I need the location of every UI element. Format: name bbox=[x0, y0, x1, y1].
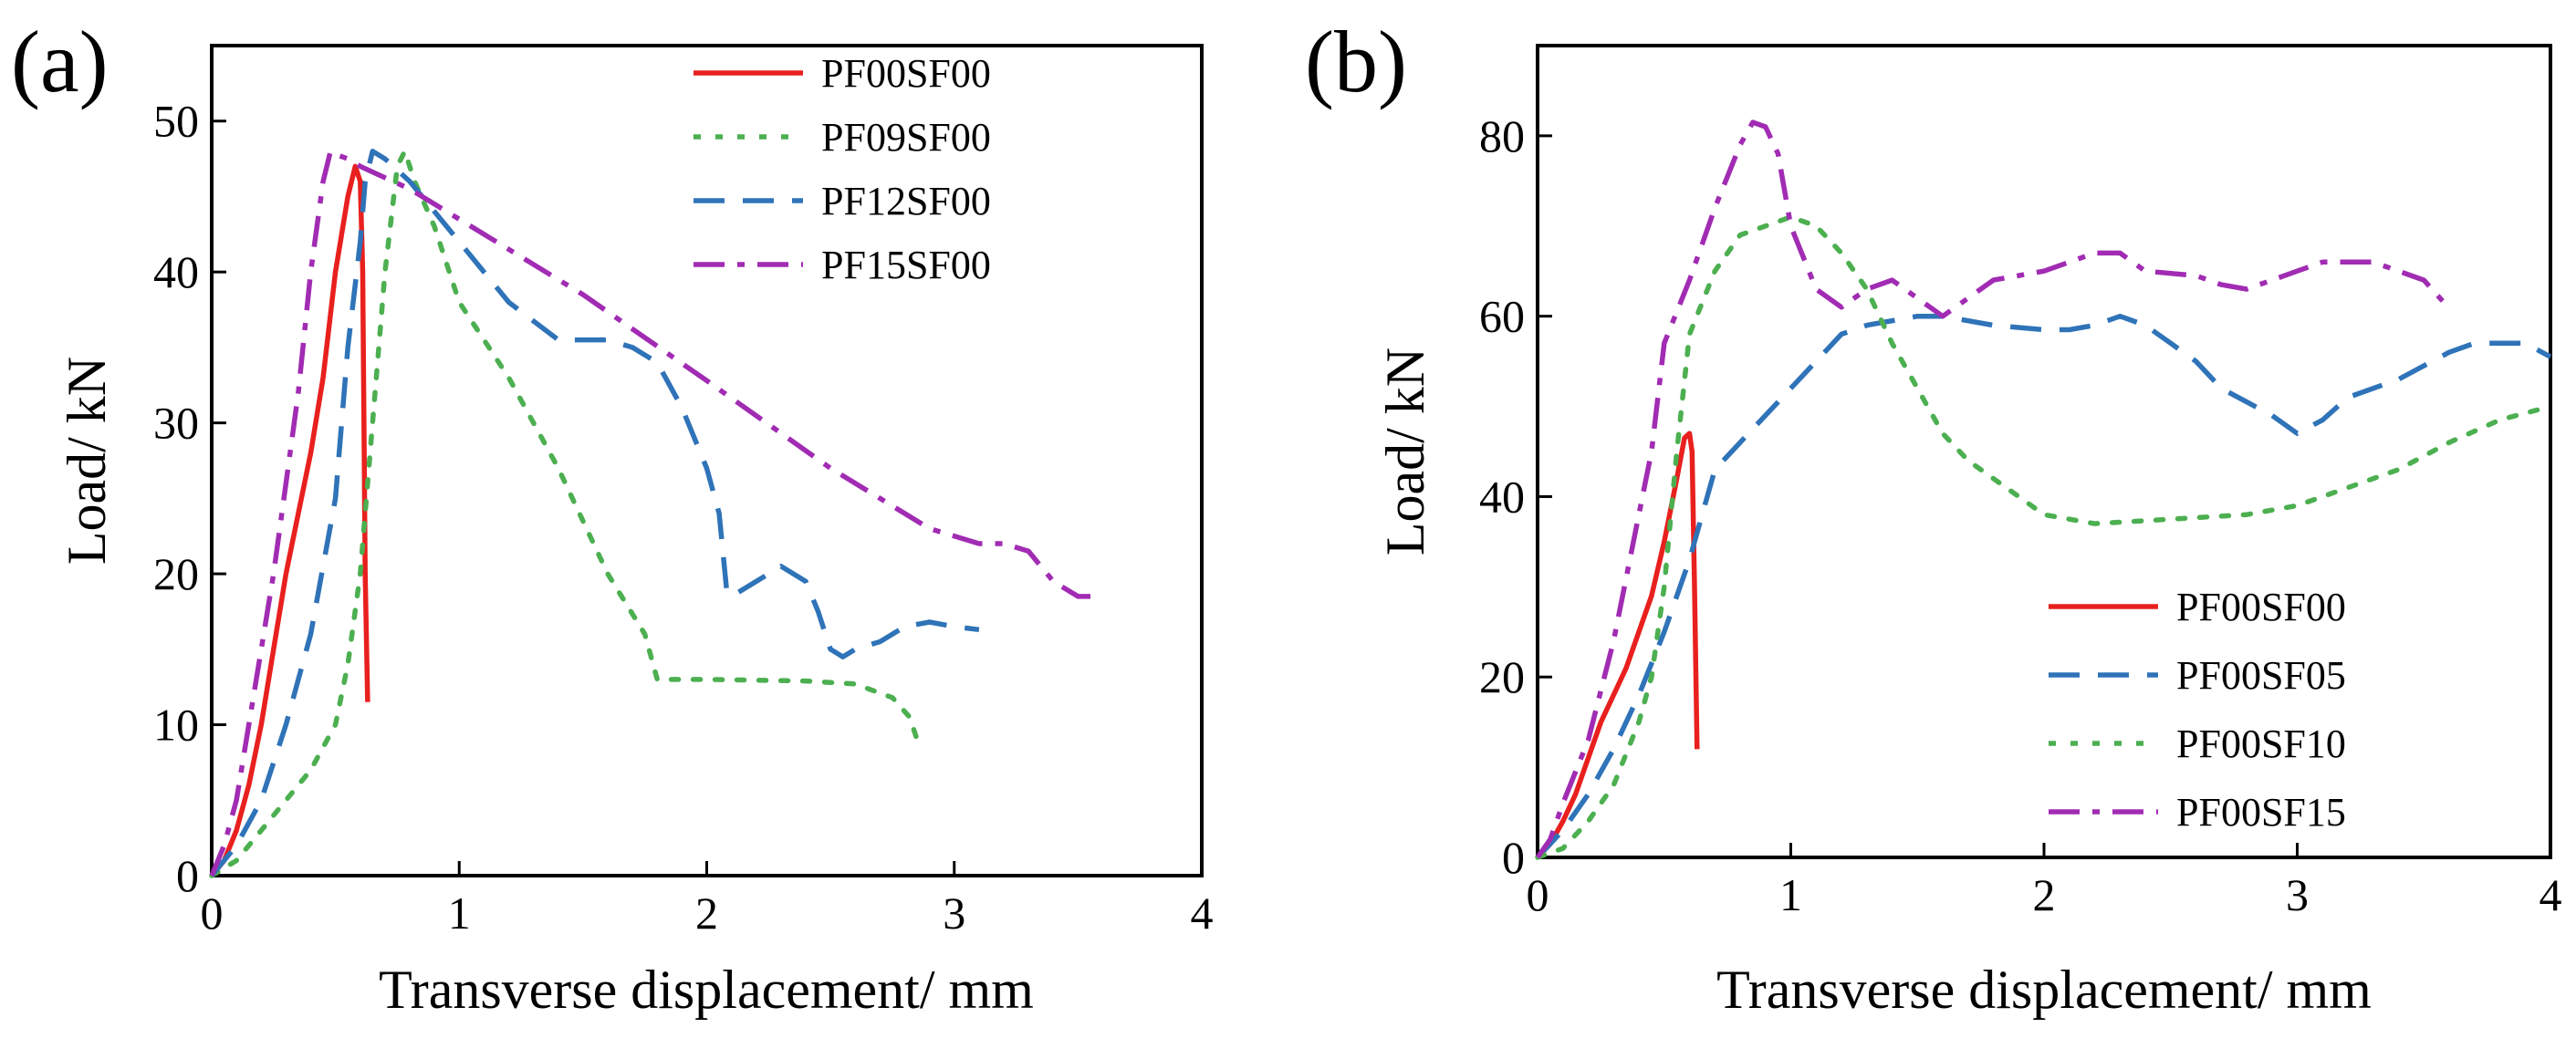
plot-frame bbox=[1536, 44, 2552, 859]
x-tick-label: 0 bbox=[201, 887, 224, 939]
y-tick-label: 80 bbox=[1479, 110, 1525, 161]
legend-label: PF00SF05 bbox=[2176, 653, 2346, 698]
series-line-pf12sf00 bbox=[209, 149, 980, 877]
series-line-pf00sf10 bbox=[1535, 214, 2553, 860]
x-tick-label: 4 bbox=[2539, 869, 2562, 920]
legend-label: PF09SF00 bbox=[821, 115, 991, 160]
legend-label: PF00SF00 bbox=[821, 51, 991, 96]
x-tick-label: 0 bbox=[1527, 869, 1549, 920]
y-tick-label: 30 bbox=[153, 398, 199, 449]
x-tick-label: 4 bbox=[1191, 887, 1214, 939]
panel-label: (a) bbox=[11, 13, 109, 110]
y-tick-label: 40 bbox=[153, 246, 199, 297]
series-line-pf00sf00 bbox=[209, 163, 370, 877]
legend: PF00SF00 PF00SF05 PF00SF10 PF00SF15 bbox=[2049, 585, 2346, 835]
y-tick-label: 60 bbox=[1479, 291, 1525, 342]
series-line-pf00sf00 bbox=[1535, 431, 1700, 859]
series-group bbox=[209, 149, 1103, 878]
x-tick-label: 3 bbox=[943, 887, 965, 939]
y-axis-label: Load/ kN bbox=[1375, 348, 1435, 555]
y-tick-label: 20 bbox=[1479, 651, 1525, 702]
series-line-pf09sf00 bbox=[209, 149, 920, 878]
y-tick-label: 10 bbox=[153, 700, 199, 751]
legend-label: PF15SF00 bbox=[821, 243, 991, 287]
x-tick-label: 3 bbox=[2286, 869, 2309, 920]
legend-label: PF00SF15 bbox=[2176, 790, 2346, 835]
legend-label: PF12SF00 bbox=[821, 179, 991, 223]
y-tick-label: 40 bbox=[1479, 471, 1525, 522]
x-axis-label: Transverse displacement/ mm bbox=[1716, 960, 2372, 1020]
series-line-pf00sf05 bbox=[1535, 313, 2552, 859]
y-tick-label: 0 bbox=[1502, 832, 1525, 883]
y-tick-label: 20 bbox=[153, 548, 199, 599]
y-tick-label: 50 bbox=[153, 96, 199, 147]
legend-label: PF00SF10 bbox=[2176, 721, 2346, 766]
series-line-pf15sf00 bbox=[209, 149, 1103, 877]
x-axis-label: Transverse displacement/ mm bbox=[379, 960, 1034, 1020]
x-tick-label: 1 bbox=[448, 887, 471, 939]
panel-label: (b) bbox=[1305, 13, 1407, 110]
x-tick-label: 1 bbox=[1779, 869, 1802, 920]
x-tick-label: 2 bbox=[2033, 869, 2056, 920]
x-tick-label: 2 bbox=[695, 887, 718, 939]
y-tick-label: 0 bbox=[176, 850, 199, 901]
plot-frame bbox=[210, 44, 1204, 877]
y-axis-label: Load/ kN bbox=[57, 357, 117, 565]
legend: PF00SF00 PF09SF00 PF12SF00 PF15SF00 bbox=[694, 51, 991, 287]
series-group bbox=[1535, 119, 2553, 860]
legend-label: PF00SF00 bbox=[2176, 585, 2346, 629]
